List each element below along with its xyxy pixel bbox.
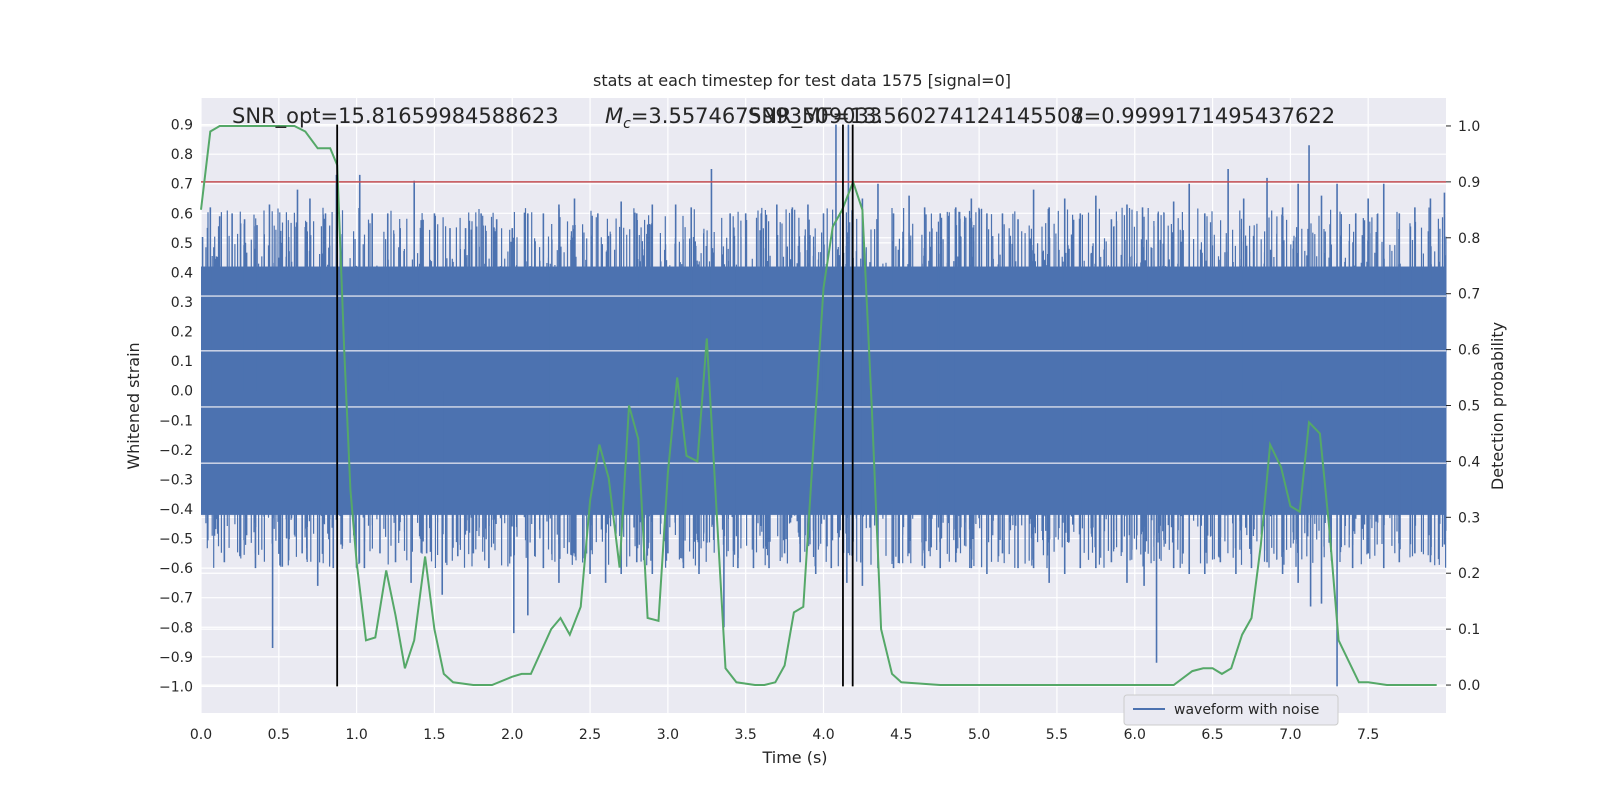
y-right-tick-label: 0.9 bbox=[1458, 175, 1480, 191]
x-tick-label: 6.5 bbox=[1201, 727, 1223, 743]
detection-probability-line bbox=[200, 125, 1437, 686]
x-tick-label: 3.0 bbox=[657, 727, 679, 743]
y-left-tick-label: −0.7 bbox=[159, 591, 193, 607]
y-right-tick-label: 0.4 bbox=[1458, 454, 1480, 470]
annotation-likelihood: ℓ=0.9999171495437622 bbox=[1074, 104, 1335, 128]
y-left-tick-label: −0.3 bbox=[159, 472, 193, 488]
y-left-tick-label: −0.8 bbox=[159, 620, 193, 636]
annotation-snr-opt: SNR_opt=15.81659984588623 bbox=[232, 104, 559, 129]
y-left-tick-label: −0.4 bbox=[159, 502, 193, 518]
x-tick-label: 1.5 bbox=[423, 727, 445, 743]
y-left-tick-label: −0.1 bbox=[159, 413, 193, 429]
x-tick-label: 5.5 bbox=[1046, 727, 1068, 743]
y-left-tick-label: 0.0 bbox=[171, 384, 193, 400]
x-tick-label: 4.5 bbox=[890, 727, 912, 743]
y-left-tick-label: 0.8 bbox=[171, 147, 193, 163]
chart-title: stats at each timestep for test data 157… bbox=[593, 71, 1011, 90]
y-left-tick-label: −1.0 bbox=[159, 679, 193, 695]
x-tick-label: 7.5 bbox=[1357, 727, 1379, 743]
y-left-tick-label: 0.7 bbox=[171, 177, 193, 193]
x-tick-label: 7.0 bbox=[1279, 727, 1301, 743]
y-right-tick-label: 0.1 bbox=[1458, 622, 1480, 638]
y-left-tick-label: 0.3 bbox=[171, 295, 193, 311]
x-tick-label: 2.0 bbox=[501, 727, 523, 743]
x-tick-label: 1.0 bbox=[345, 727, 367, 743]
y-right-tick-label: 1.0 bbox=[1458, 119, 1480, 135]
x-tick-label: 0.5 bbox=[268, 727, 290, 743]
annotation-chirp-mass: Mc=3.5574675993509033 bbox=[605, 104, 882, 132]
y-right-tick-label: 0.3 bbox=[1458, 510, 1480, 526]
annotation-chirp-mass-value: =3.5574675993509033 bbox=[631, 104, 882, 128]
x-tick-label: 2.5 bbox=[579, 727, 601, 743]
legend-label-waveform: waveform with noise bbox=[1174, 702, 1319, 718]
x-tick-label: 4.0 bbox=[812, 727, 834, 743]
y-axis-right-label: Detection probability bbox=[1488, 322, 1507, 490]
y-left-tick-label: 0.5 bbox=[171, 236, 193, 252]
y-right-tick-label: 0.7 bbox=[1458, 287, 1480, 303]
y-right-tick-label: 0.5 bbox=[1458, 399, 1480, 415]
x-axis-label: Time (s) bbox=[761, 748, 827, 767]
y-right-tick-label: 0.6 bbox=[1458, 343, 1480, 359]
annotation-chirp-mass-symbol: M bbox=[605, 104, 623, 128]
annotation-chirp-mass-subscript: c bbox=[623, 116, 631, 132]
y-left-tick-label: −0.6 bbox=[159, 561, 193, 577]
y-left-tick-label: −0.5 bbox=[159, 532, 193, 548]
x-tick-label: 0.0 bbox=[190, 727, 212, 743]
x-tick-label: 6.0 bbox=[1124, 727, 1146, 743]
legend: waveform with noise bbox=[1123, 694, 1339, 726]
y-right-tick-label: 0.8 bbox=[1458, 231, 1480, 247]
waveform-noise-texture bbox=[205, 207, 1447, 569]
y-left-tick-label: −0.2 bbox=[159, 443, 193, 459]
y-left-tick-label: 0.1 bbox=[171, 354, 193, 370]
annotation-snr-mf: SNR_MF=13.560274124145508 bbox=[748, 104, 1084, 129]
y-left-tick-label: 0.9 bbox=[171, 118, 193, 134]
y-left-tick-label: −0.9 bbox=[159, 650, 193, 666]
x-tick-label: 5.0 bbox=[968, 727, 990, 743]
legend-box bbox=[1123, 694, 1339, 726]
x-tick-label: 3.5 bbox=[735, 727, 757, 743]
y-axis-left-label: Whitened strain bbox=[124, 342, 143, 469]
y-left-tick-label: 0.2 bbox=[171, 325, 193, 341]
y-right-tick-label: 0.0 bbox=[1458, 678, 1480, 694]
y-left-tick-label: 0.4 bbox=[171, 265, 193, 281]
y-right-tick-label: 0.2 bbox=[1458, 566, 1480, 582]
y-left-tick-label: 0.6 bbox=[171, 206, 193, 222]
